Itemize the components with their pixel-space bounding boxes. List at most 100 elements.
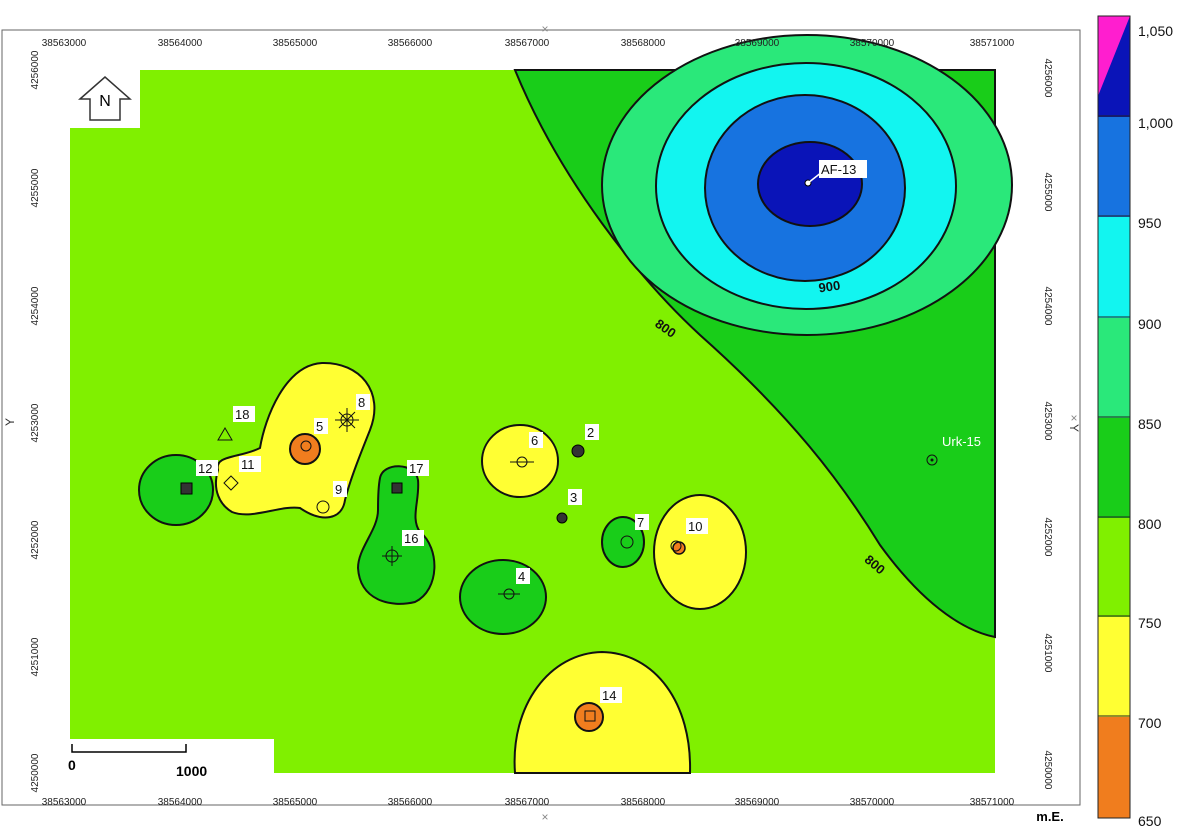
legend-swatch-800-850 [1098,417,1130,518]
well-4[interactable]: 4 [498,568,530,600]
well-label: 16 [404,531,418,546]
well-label: 11 [241,457,255,472]
x-tick: 38563000 [42,797,87,808]
well-label: 12 [198,461,212,476]
y-tick: 4251000 [1042,634,1053,673]
well-label-bg [402,530,424,546]
well-3[interactable]: 3 [556,489,582,524]
legend-swatch-900-950 [1098,216,1130,318]
legend-label: 650 [1138,813,1162,827]
x-tick: 38570000 [850,797,895,808]
contour-grid [70,34,1013,774]
scale-bar-panel [70,739,274,773]
legend-swatch-950-1000 [1098,116,1130,217]
well-14[interactable]: 14 [584,687,622,722]
well-label-bg [686,518,708,534]
well-label-bg [635,514,649,530]
legend-swatch-650-700 [1098,716,1130,818]
legend-label: 950 [1138,215,1162,231]
zone-orange-10 [672,541,686,555]
y-axis-label-right: Y [1067,424,1081,432]
legend-divisions [1098,115,1130,717]
well-2[interactable]: 2 [571,424,599,458]
frame-cross-top: × [541,22,548,36]
contour-label-900: 900 [818,278,842,296]
north-arrow-icon [78,76,132,121]
well-label: 10 [688,519,702,534]
well-11[interactable]: 11 [223,456,261,491]
well-6[interactable]: 6 [510,432,543,468]
legend-label: 1,050 [1138,23,1173,39]
x-tick: 38566000 [388,38,433,49]
zone-orange-14 [574,702,604,732]
well-12[interactable]: 12 [180,460,218,495]
well-label: 5 [316,419,323,434]
y-tick: 4251000 [30,637,41,676]
frame-cross-bottom: × [541,810,548,824]
well-label-bg [333,481,347,497]
well-label-bg [356,394,370,410]
well-label: AF-13 [821,162,856,177]
x-tick: 38566000 [388,797,433,808]
y-axis-label-left: Y [3,418,17,426]
well-17[interactable]: 17 [391,460,429,494]
well-8[interactable]: 8 [335,394,370,432]
well-label-bg [239,456,261,472]
legend-label: 750 [1138,615,1162,631]
y-tick: 4256000 [1042,59,1053,98]
well-label-bg [233,406,255,422]
frame-cross-right: × [1070,411,1077,425]
well-marker-icon [620,535,634,549]
well-label-bg [568,489,582,505]
x-ticks-top: 38563000 38564000 38565000 38566000 3856… [42,38,1015,49]
ne-high-zone [513,34,1013,639]
y-ticks-left: 4256000 4255000 4254000 4253000 4252000 … [30,50,41,792]
x-tick: 38564000 [158,797,203,808]
y-tick: 4253000 [1042,402,1053,441]
x-tick: 38571000 [970,38,1015,49]
x-tick: 38568000 [621,797,666,808]
well-marker-dot [930,458,934,462]
legend-label: 700 [1138,715,1162,731]
well-marker-icon [316,500,330,514]
well-marker-icon [670,540,682,552]
well-label: 4 [518,569,525,584]
zone-green-4 [459,559,547,635]
well-label: 6 [531,433,538,448]
well-16[interactable]: 16 [382,530,424,566]
y-ticks-right: 4256000 4255000 4254000 4253000 4252000 … [1042,59,1053,790]
zone-orange-5 [289,433,321,465]
well-af13[interactable]: AF-13 [804,160,867,187]
well-marker-icon [556,512,568,524]
x-tick: 38564000 [158,38,203,49]
x-ticks-bottom: 38563000 38564000 38565000 38566000 3856… [42,797,1015,808]
scale-bar-start: 0 [68,757,76,773]
well-7[interactable]: 7 [620,514,649,549]
well-9[interactable]: 9 [316,481,347,514]
legend-label: 900 [1138,316,1162,332]
well-18[interactable]: 18 [217,406,255,441]
legend-swatch-750-800 [1098,517,1130,617]
well-label-bg [314,418,328,434]
zone-yellow-6 [481,424,559,498]
well-label-bg [600,687,622,703]
well-marker-icon [180,482,193,495]
y-tick: 4254000 [1042,287,1053,326]
legend-swatch-850-900 [1098,317,1130,418]
well-urk15[interactable]: Urk-15 [926,434,981,466]
y-tick: 4250000 [1042,751,1053,790]
y-tick: 4254000 [30,286,41,325]
map-frame [1,29,1081,806]
well-label: 3 [570,490,577,505]
well-label-bg [585,424,599,440]
well-5[interactable]: 5 [300,418,328,452]
x-axis-unit: m.E. [1036,809,1063,824]
well-10[interactable]: 10 [670,518,708,552]
zone-green-16-17 [356,465,436,605]
well-label: 17 [409,461,423,476]
zone-yellow-10 [653,494,747,610]
well-label: 18 [235,407,249,422]
y-tick: 4252000 [1042,518,1053,557]
legend-label: 850 [1138,416,1162,432]
legend-swatch-top [1098,16,1130,96]
